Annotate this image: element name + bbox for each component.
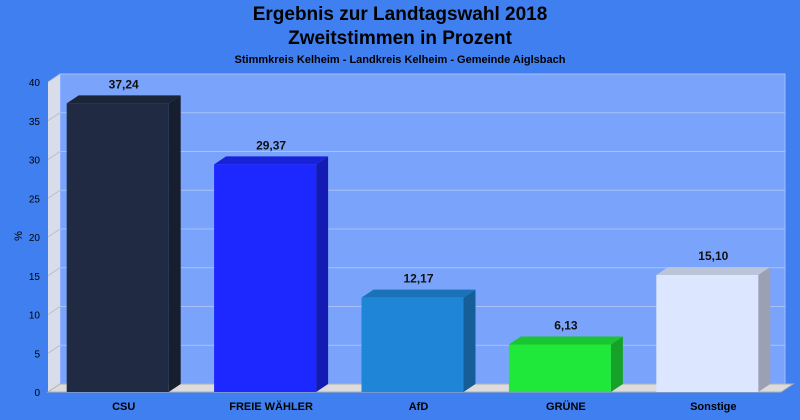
bar [508,344,611,392]
bar-value-label: 15,10 [698,249,728,263]
y-tick-label: 25 [29,194,41,205]
bar [66,103,169,392]
y-tick-label: 40 [29,78,41,89]
y-tick-label: 15 [29,272,41,283]
gridline-side [47,189,61,199]
chart-region: Stimmkreis Kelheim - Landkreis Kelheim -… [234,54,566,66]
gridline-side [47,306,61,315]
bar-value-label: 37,24 [109,77,139,91]
x-tick-label: Sonstige [690,401,736,413]
bar-top [361,289,476,298]
gridline-side [47,112,61,122]
bar-side [463,289,476,392]
y-tick-label: 35 [29,117,41,128]
x-tick-label: GRÜNE [546,400,586,413]
gridline-side [47,267,61,277]
bar-side [316,156,329,392]
x-tick-label: CSU [112,401,135,413]
y-axis-label: % [13,231,25,241]
y-tick-label: 20 [29,233,41,244]
bar-side [168,95,181,392]
bar [361,297,464,392]
y-tick-label: 30 [29,156,41,167]
bar-top [66,95,181,104]
bar [214,164,317,392]
x-tick-label: FREIE WÄHLER [229,400,313,413]
bar-side [610,336,623,392]
gridline-side [47,344,61,354]
bar-side [758,266,771,392]
bar-top [508,336,623,345]
y-tick-label: 0 [34,388,40,399]
chart-subtitle: Zweitstimmen in Prozent [288,28,512,49]
gridline-side [47,73,61,83]
bar-value-label: 29,37 [256,138,286,152]
bar-value-label: 6,13 [554,318,578,332]
y-tick-label: 10 [29,311,41,322]
bar [656,274,759,392]
chart-title: Ergebnis zur Landtagswahl 2018 [252,4,548,25]
x-tick-label: AfD [409,401,429,413]
gridline-side [47,228,61,238]
y-tick-label: 5 [34,349,40,360]
bar-value-label: 12,17 [403,272,433,286]
bar-top [214,156,329,165]
bar-top [656,266,771,275]
gridline-side [47,151,61,160]
